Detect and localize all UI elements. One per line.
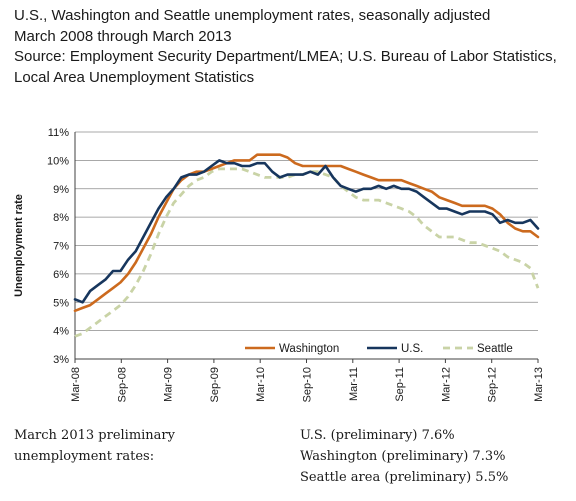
footer-rate-seattle: Seattle area (preliminary) 5.5% [300,470,509,485]
footer-rates: U.S. (preliminary) 7.6% Washington (prel… [300,425,508,488]
y-tick-label: 5% [53,297,69,309]
legend-label-washington: Washington [279,343,339,355]
y-tick-label: 3% [53,354,69,366]
footer-caption-line-1: March 2013 preliminary [14,428,175,443]
x-tick-label: Mar-08 [70,367,82,402]
series-lines [73,153,540,338]
y-tick-label: 7% [53,241,69,253]
x-tick-label: Mar-13 [533,367,545,402]
chart-title: U.S., Washington and Seattle unemploymen… [14,7,491,24]
x-tick-label: Sep-12 [487,367,499,402]
footer-rate-us: U.S. (preliminary) 7.6% [300,428,455,443]
y-axis-label: Unemployment rate [13,194,25,297]
x-axis-ticks: Mar-08 Sep-08 Mar-09 Sep-09 Mar-10 Sep-10 Mar-… [70,359,545,402]
x-tick-label: Sep-10 [302,367,314,402]
series-line-us [73,159,540,304]
x-tick-label: Sep-09 [209,367,221,402]
chart-legend: Washington U.S. Seattle [245,343,513,355]
y-tick-label: 10% [47,155,69,167]
y-tick-label: 4% [53,326,69,338]
unemployment-line-chart: 3% 4% 5% 6% 7% 8% 9% 10% 11% Mar-08 Sep-08 Mar-09 S… [13,127,545,402]
x-tick-label: Mar-10 [255,367,267,402]
x-tick-label: Mar-12 [440,367,452,402]
x-tick-label: Mar-09 [163,367,175,402]
chart-source-line-1: Source: Employment Security Department/L… [14,48,557,65]
footer-caption-line-2: unemployment rates: [14,449,155,464]
gridlines [74,131,538,360]
footer-rate-washington: Washington (preliminary) 7.3% [300,449,506,464]
legend-label-us: U.S. [401,343,423,355]
series-line-washington [73,153,540,313]
y-axis-ticks: 3% 4% 5% 6% 7% 8% 9% 10% 11% [47,127,69,366]
footer-caption: March 2013 preliminary unemployment rate… [14,425,175,467]
x-tick-label: Mar-11 [348,367,360,401]
y-tick-label: 11% [48,127,69,139]
y-tick-label: 8% [53,212,69,224]
legend-label-seattle: Seattle [477,343,513,355]
x-tick-label: Sep-08 [116,367,128,402]
y-tick-label: 9% [53,184,69,196]
series-line-seattle [74,167,540,338]
y-tick-label: 6% [53,269,69,281]
x-tick-label: Sep-11 [394,367,406,402]
chart-source-line-2: Local Area Unemployment Statistics [14,68,255,86]
chart-period: March 2008 through March 2013 [14,27,232,45]
chart-header: U.S., Washington and Seattle unemploymen… [14,6,570,88]
